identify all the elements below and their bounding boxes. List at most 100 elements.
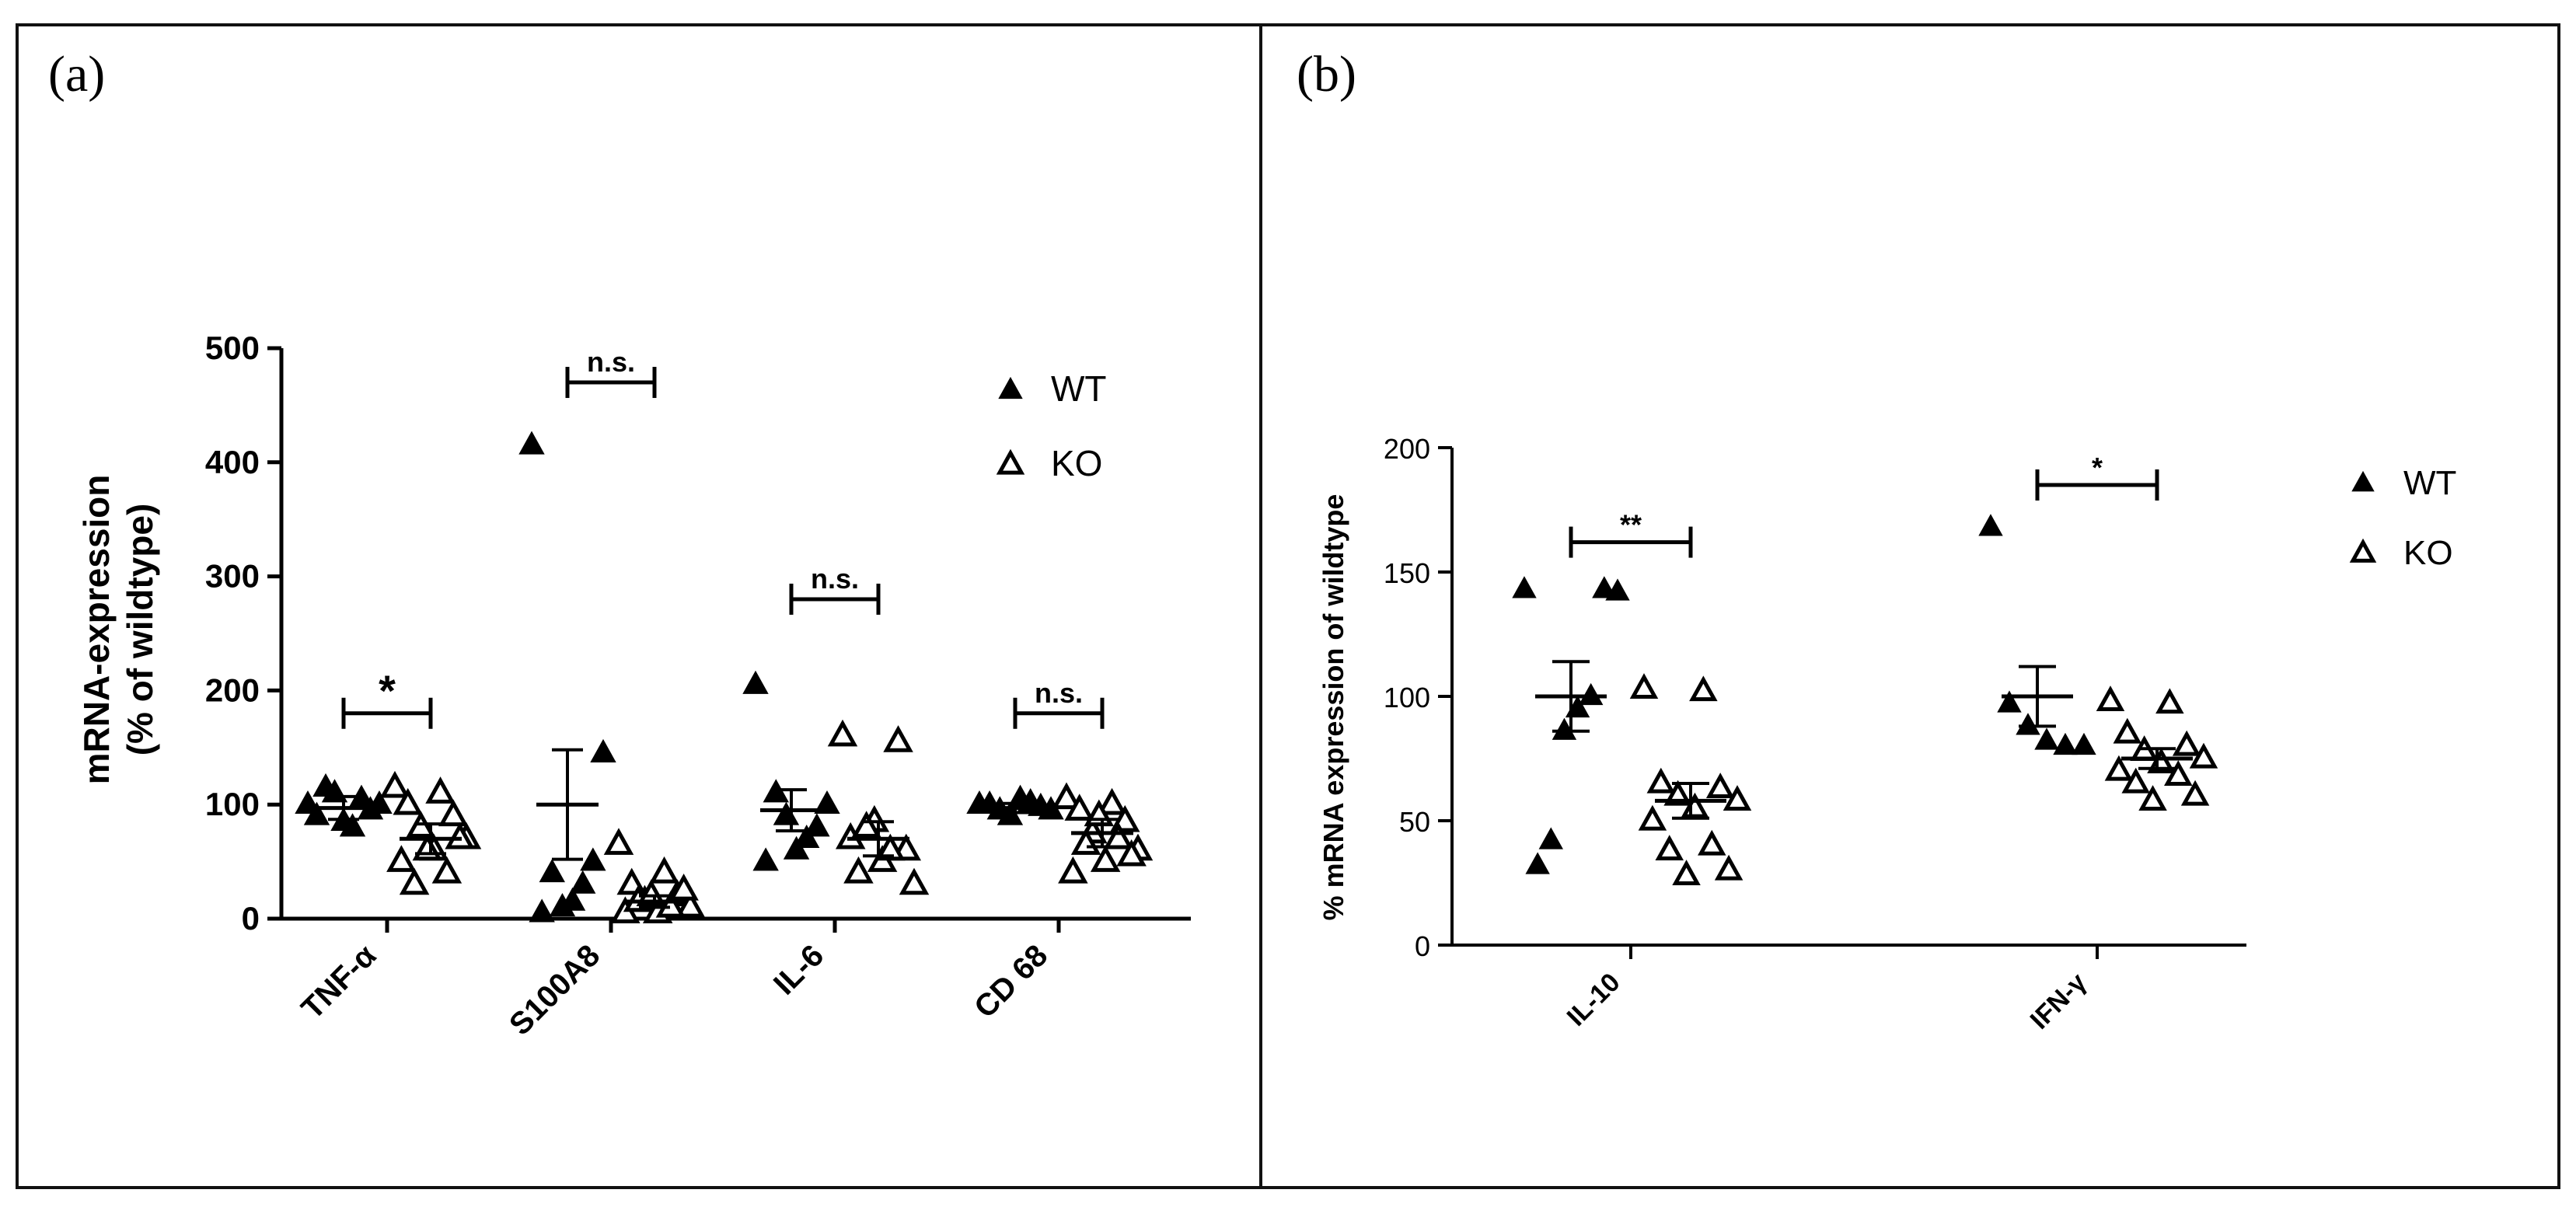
ko-data-point [1705, 773, 1735, 798]
ko-data-point [1090, 845, 1121, 872]
wt-data-point [1997, 690, 2022, 713]
ko-data-point [603, 828, 634, 855]
wt-data-point [549, 893, 576, 917]
wt-data-point [1525, 852, 1550, 874]
ko-data-point [636, 879, 667, 906]
wt-data-point [794, 824, 820, 849]
ko-data-point [2155, 688, 2184, 714]
ko-data-point [675, 890, 706, 918]
ko-data-point [2138, 785, 2167, 811]
legend-ko-label: KO [1051, 443, 1102, 483]
wt-data-point [783, 835, 810, 860]
ko-data-point [1672, 860, 1701, 885]
wt-data-point [2016, 713, 2040, 735]
significance-label: n.s. [811, 563, 859, 595]
wt-data-point [580, 847, 606, 871]
ko-data-point [827, 719, 858, 747]
wt-data-point [1538, 827, 1563, 849]
significance-label: ** [1620, 509, 1642, 541]
y-tick-label: 100 [205, 786, 260, 822]
y-axis-title: mRNA-expression [76, 475, 117, 785]
wt-data-point [539, 859, 565, 883]
legend-wt-label: WT [1051, 368, 1107, 409]
y-tick-label: 200 [1384, 433, 1430, 465]
wt-data-point [570, 870, 596, 894]
x-category-label: IL-10 [1562, 968, 1626, 1032]
wt-data-point [1592, 576, 1617, 598]
ko-data-point [1051, 782, 1082, 810]
wt-data-point [752, 847, 779, 871]
ko-data-point [649, 856, 679, 884]
wt-data-point [1579, 682, 1604, 706]
ko-data-point [399, 867, 430, 895]
y-tick-label: 200 [205, 672, 260, 708]
ko-data-point [1064, 794, 1094, 821]
ko-data-point [2172, 730, 2201, 756]
figure-frame [16, 23, 2560, 1189]
significance-label: * [2092, 452, 2103, 483]
wt-data-point [518, 431, 545, 455]
ko-data-point [1698, 829, 1726, 856]
legend-ko-label: KO [2403, 534, 2453, 572]
y-tick-label: 500 [205, 330, 260, 366]
ko-data-point [2104, 755, 2134, 781]
ko-data-point [1103, 822, 1134, 849]
ko-data-point [2164, 760, 2193, 786]
wt-data-point [590, 738, 616, 762]
ko-data-point [1655, 835, 1684, 860]
ko-data-point [883, 725, 913, 752]
wt-data-point [2053, 732, 2078, 755]
panel-divider [1259, 23, 1262, 1189]
wt-data-point [1978, 514, 2003, 536]
ko-data-point [899, 867, 930, 895]
ko-data-point [1116, 839, 1147, 867]
ko-data-point [1097, 787, 1127, 815]
wt-data-point [804, 813, 830, 837]
wt-data-point [2034, 727, 2059, 750]
panel-label-a: (a) [48, 46, 106, 103]
legend-ko-marker [996, 448, 1025, 475]
ko-data-point [1714, 854, 1744, 881]
ko-data-point [2121, 767, 2150, 794]
ko-data-point [438, 799, 469, 827]
ko-data-point [843, 856, 874, 884]
ko-data-point [379, 770, 410, 798]
significance-label: n.s. [587, 346, 635, 378]
legend-ko-marker [2349, 538, 2377, 563]
ko-data-point [445, 822, 475, 849]
wt-data-point [312, 773, 339, 797]
ko-data-point [851, 811, 881, 838]
ko-data-point [2189, 742, 2218, 769]
y-axis-title: (% of wildtype) [120, 504, 160, 756]
ko-data-point [1663, 780, 1692, 806]
ko-data-point [1638, 804, 1667, 831]
ko-data-point [1689, 675, 1718, 702]
y-tick-label: 0 [1415, 930, 1430, 962]
ko-data-point [875, 833, 906, 861]
y-tick-label: 400 [205, 444, 260, 480]
ko-data-point [668, 873, 699, 901]
ko-data-point [1629, 673, 1659, 699]
legend-wt-marker [2351, 470, 2375, 492]
significance-label: * [379, 666, 396, 715]
wt-data-point [303, 801, 330, 825]
wt-data-point [742, 670, 769, 694]
ko-data-point [393, 787, 423, 815]
wt-data-point [529, 898, 555, 923]
ko-data-point [431, 856, 462, 884]
y-tick-label: 0 [242, 900, 260, 937]
ko-data-point [2096, 685, 2125, 711]
ko-data-point [2180, 780, 2210, 806]
ko-data-point [1646, 767, 1676, 794]
y-tick-label: 100 [1384, 682, 1430, 713]
legend-wt-marker [998, 376, 1023, 399]
ko-data-point [386, 845, 417, 872]
y-axis-title: % mRNA expression of wildtype [1318, 494, 1349, 921]
significance-label: n.s. [1035, 677, 1083, 709]
ko-data-point [425, 776, 456, 804]
ko-data-point [1723, 785, 1752, 811]
ko-data-point [1058, 856, 1088, 884]
y-tick-label: 150 [1384, 557, 1430, 589]
y-tick-label: 300 [205, 558, 260, 595]
